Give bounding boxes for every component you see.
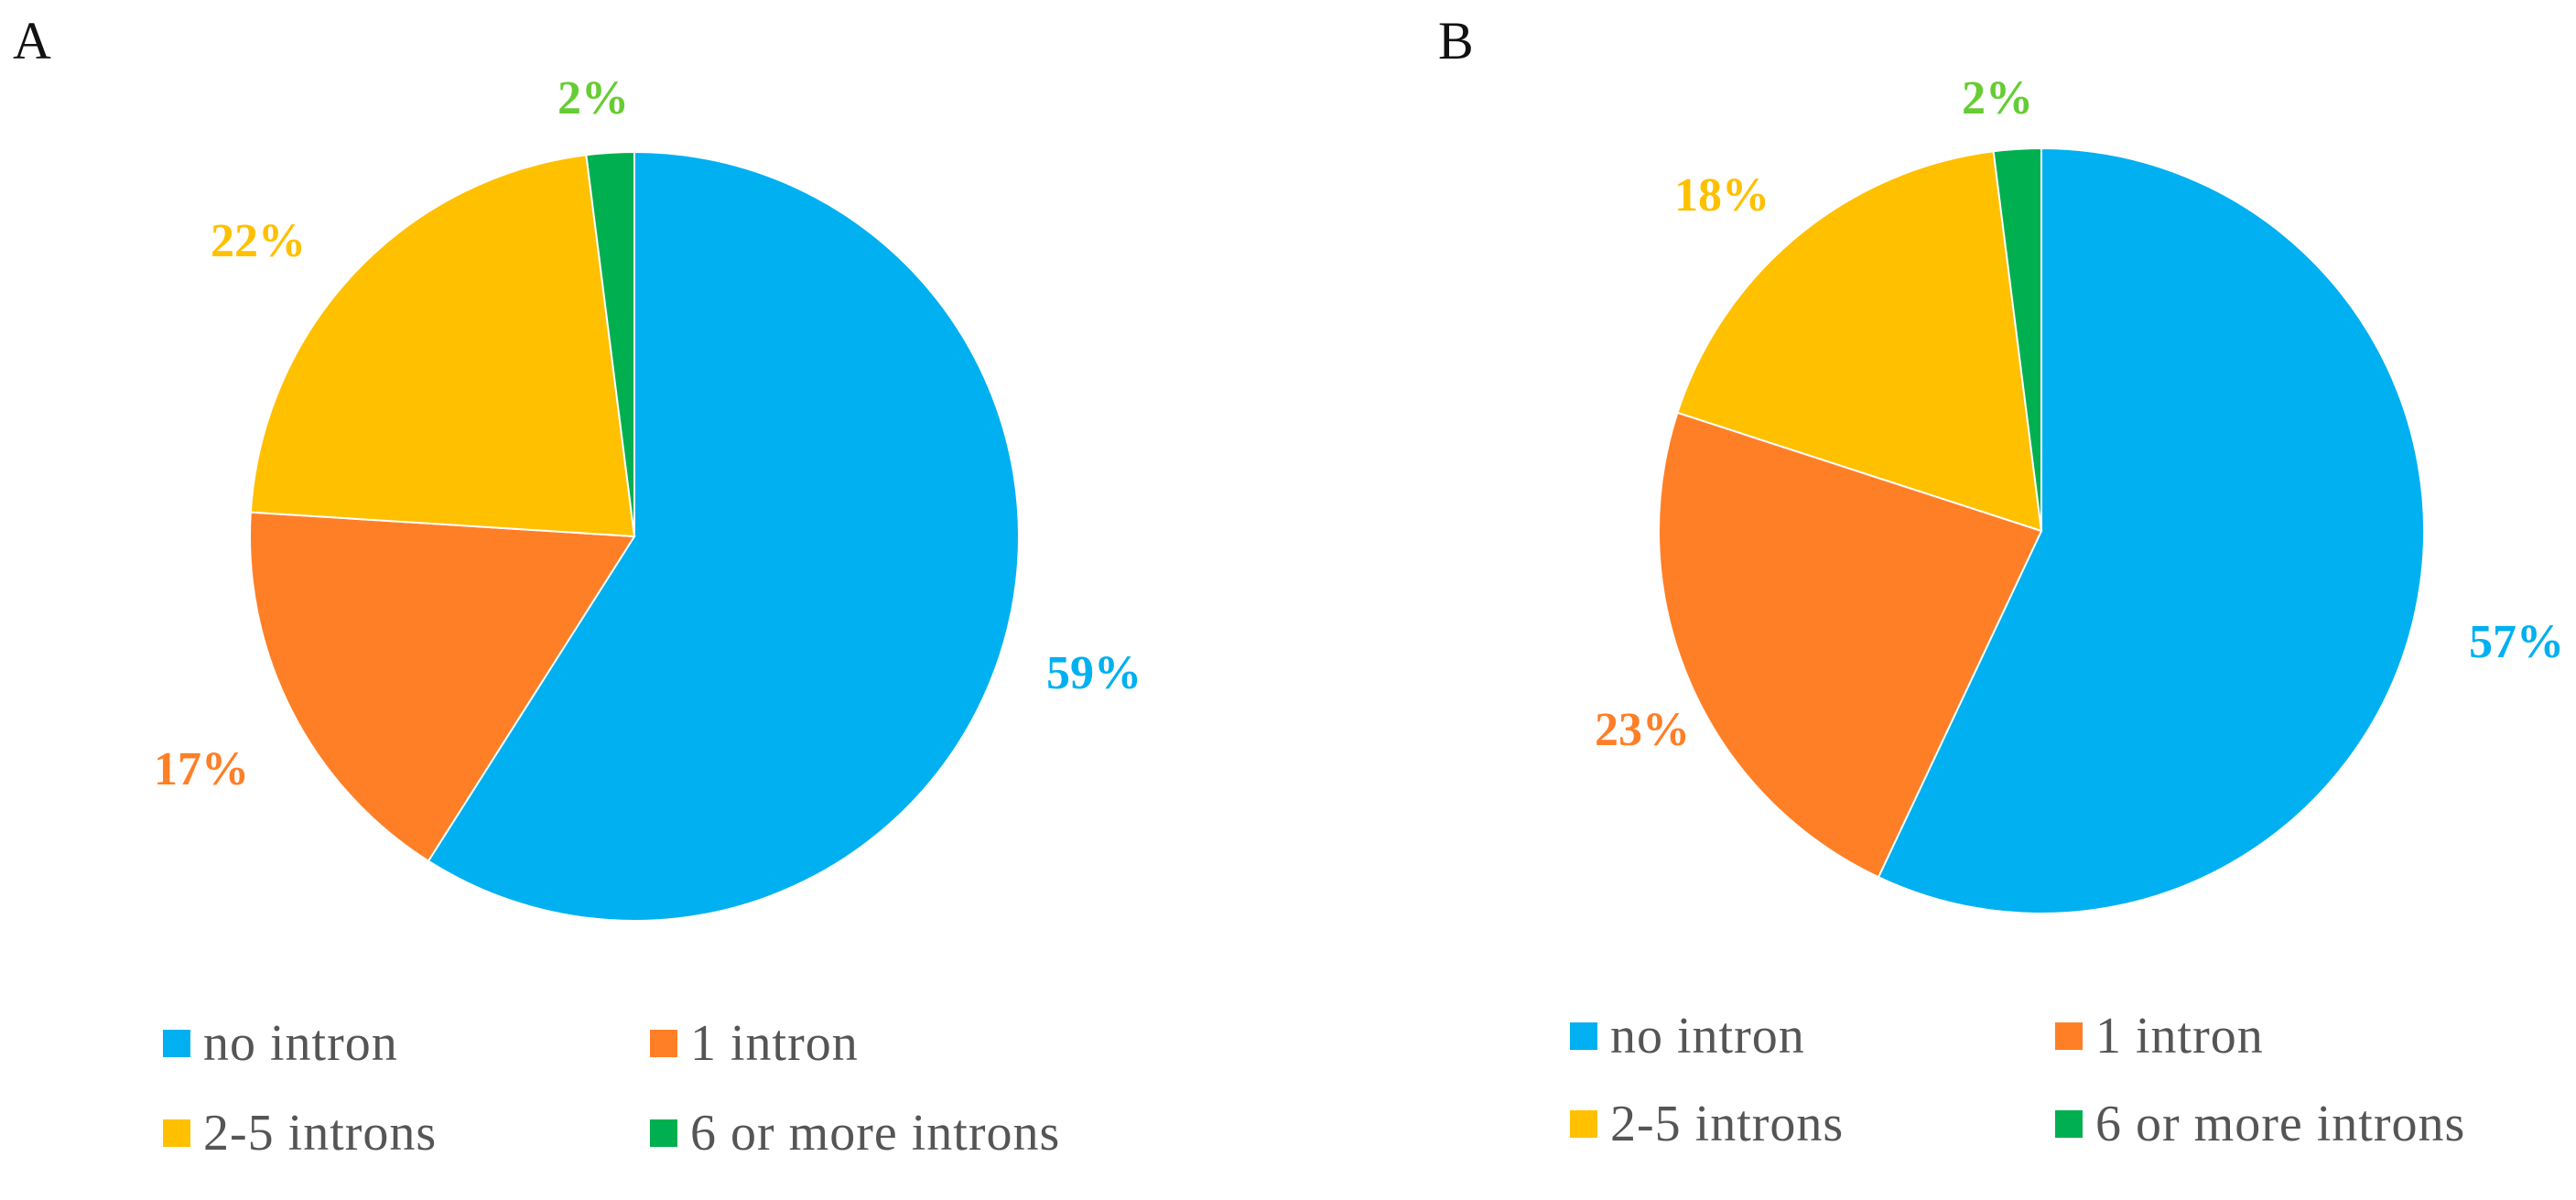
pie-slice-a-0 [427,150,1020,922]
pie-chart-b: 57% 23% 18% 2% [1595,72,2564,914]
legend-item: 6 or more introns [650,1105,1061,1162]
pie-data-label-a-3: 2% [557,72,629,124]
pie-chart-a: 59% 17% 22% 2% [154,72,1142,922]
pie-slice-b-1 [1658,411,2043,879]
legend-swatch [2055,1110,2083,1138]
legend-swatch [1570,1022,1597,1050]
pie-data-label-a-2: 22% [211,215,306,267]
pie-data-label-a-1: 17% [154,743,249,795]
legend-swatch [650,1119,677,1147]
pie-data-label-a-0: 59% [1046,647,1142,699]
pie-data-label-b-2: 18% [1674,169,1770,222]
legend-label: 1 intron [690,1015,859,1072]
pie-slice-b-2 [1676,150,2043,533]
legend-item: 1 intron [2055,1008,2264,1065]
legend-label: 6 or more introns [2095,1096,2466,1152]
pie-slice-a-2 [249,154,636,538]
legend-item: 2-5 introns [163,1105,438,1162]
legend-swatch [1570,1110,1597,1138]
pie-slice-a-3 [585,150,635,537]
legend-item: 6 or more introns [2055,1096,2466,1152]
legend-label: 2-5 introns [203,1105,438,1162]
pie-chart-panel-b: B 57% 23% 18% 2% no intron 1 intron 2-5 intro… [1288,0,2576,1200]
legend-swatch [163,1119,190,1147]
panel-label-a: A [13,11,51,70]
legend-item: no intron [1570,1008,1805,1065]
legend-label: no intron [203,1015,398,1072]
pie-slice-b-0 [1877,146,2425,914]
legend-item: 1 intron [650,1015,859,1072]
legend-label: 2-5 introns [1610,1096,1845,1152]
pie-data-label-b-0: 57% [2469,616,2564,668]
pie-slice-a-1 [249,511,636,863]
legend-item: no intron [163,1015,398,1072]
legend-item: 2-5 introns [1570,1096,1845,1152]
legend-swatch [650,1030,677,1057]
legend-label: no intron [1610,1008,1805,1065]
legend-label: 1 intron [2095,1008,2264,1065]
pie-chart-panel-a: A 59% 17% 22% 2% no intron 1 intron 2-5 intro… [13,11,1142,1162]
legend-swatch [2055,1022,2083,1050]
pie-data-label-b-3: 2% [1962,72,2033,124]
panel-label-b: B [1438,11,1474,70]
pie-slice-b-3 [1992,146,2042,532]
legend-label: 6 or more introns [690,1105,1061,1162]
pie-data-label-b-1: 23% [1595,704,1690,756]
legend-swatch [163,1030,190,1057]
